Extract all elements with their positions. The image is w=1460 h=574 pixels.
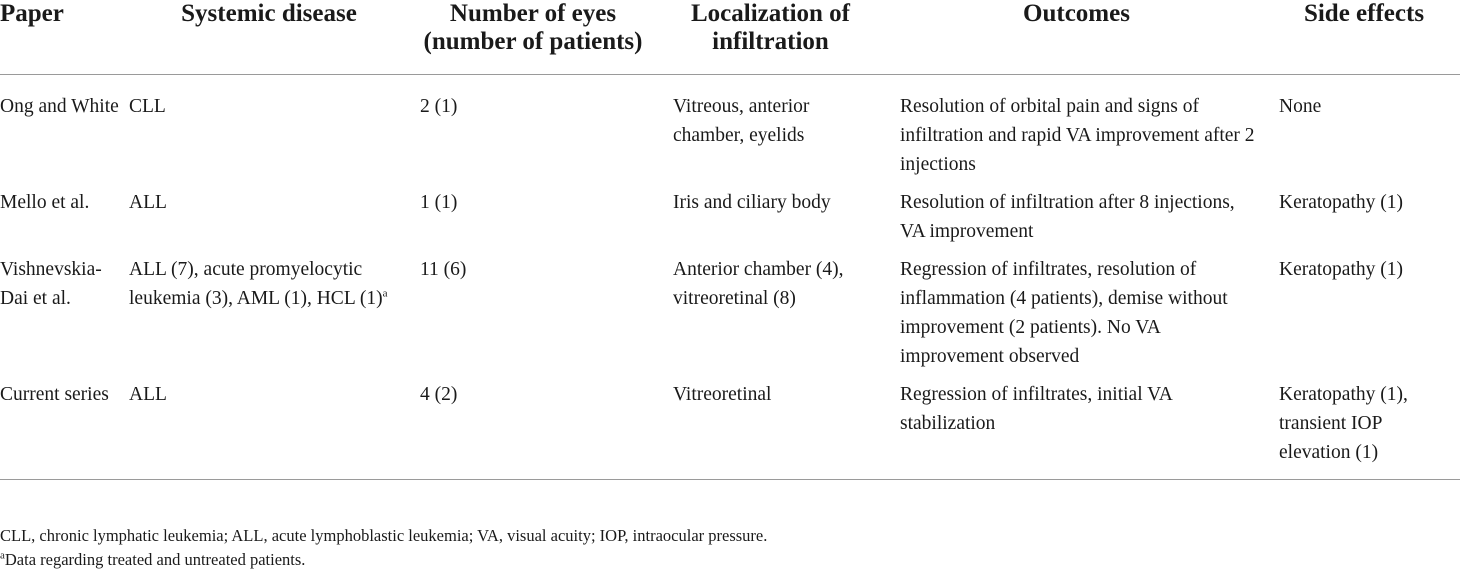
cell-paper: Vishnevskia-Dai et al. <box>0 259 102 309</box>
cell-systemic-disease: ALL <box>128 185 410 252</box>
footnote-marker: a <box>0 549 5 562</box>
header-side-effects: Side effects <box>1268 0 1460 75</box>
table-footnotes: CLL, chronic lymphatic leukemia; ALL, ac… <box>0 524 1460 572</box>
header-systemic-disease: Systemic disease <box>128 0 410 75</box>
cell-side-effects: Keratopathy (1), transient IOP elevation… <box>1268 377 1460 480</box>
cell-paper: Mello et al. <box>0 192 90 213</box>
cell-side-effects: None <box>1279 96 1322 117</box>
cell-number-of-eyes: 4 (2) <box>410 377 656 480</box>
cell-number-of-eyes: 2 (1) <box>420 96 458 117</box>
table-row: Mello et al. ALL 1 (1) Iris and ciliary … <box>0 185 1460 252</box>
cell-number-of-eyes: 1 (1) <box>420 192 458 213</box>
cell-systemic-disease: ALL (7), acute promyelocytic leukemia (3… <box>128 252 410 377</box>
cell-paper: Ong and White <box>0 96 119 117</box>
header-number-of-eyes: Number of eyes (number of patients) <box>410 0 656 75</box>
cell-outcomes: Regression of infiltrates, resolution of… <box>900 259 1228 367</box>
header-localization: Localization of infiltration <box>656 0 885 75</box>
cell-side-effects: Keratopathy (1) <box>1279 192 1403 213</box>
cell-localization: Iris and ciliary body <box>673 192 831 213</box>
cell-footnote-marker: a <box>382 287 388 300</box>
cell-outcomes: Resolution of infiltration after 8 injec… <box>900 192 1235 242</box>
table-body: Ong and White CLL 2 (1) Vitreous, anteri… <box>0 75 1460 480</box>
comparison-table: Paper Systemic disease Number of eyes (n… <box>0 0 1460 480</box>
cell-outcomes: Regression of infiltrates, initial VA st… <box>885 377 1268 480</box>
cell-systemic-disease-text: ALL <box>129 192 167 213</box>
abbreviations-footnote: CLL, chronic lymphatic leukemia; ALL, ac… <box>0 526 768 545</box>
cell-localization: Anterior chamber (4), vitreoretinal (8) <box>673 259 844 309</box>
cell-number-of-eyes: 11 (6) <box>420 259 467 280</box>
cell-outcomes: Resolution of orbital pain and signs of … <box>900 96 1255 175</box>
cell-localization: Vitreous, anterior chamber, eyelids <box>673 96 810 146</box>
table-row: Vishnevskia-Dai et al. ALL (7), acute pr… <box>0 252 1460 377</box>
table-row: Current series ALL 4 (2) Vitreoretinal R… <box>0 377 1460 480</box>
footnote-text: Data regarding treated and untreated pat… <box>4 550 306 569</box>
cell-systemic-disease-text: CLL <box>129 96 166 117</box>
comparison-table-container: Paper Systemic disease Number of eyes (n… <box>0 0 1460 480</box>
table-row: Ong and White CLL 2 (1) Vitreous, anteri… <box>0 75 1460 186</box>
cell-systemic-disease: ALL <box>128 377 410 480</box>
data-footnote: aData regarding treated and untreated pa… <box>0 548 1460 572</box>
cell-systemic-disease-text: ALL <box>129 384 167 405</box>
cell-localization: Vitreoretinal <box>656 377 885 480</box>
header-row: Paper Systemic disease Number of eyes (n… <box>0 0 1460 75</box>
header-paper: Paper <box>0 0 128 75</box>
cell-paper: Current series <box>0 377 128 480</box>
cell-side-effects: Keratopathy (1) <box>1279 259 1403 280</box>
table-header: Paper Systemic disease Number of eyes (n… <box>0 0 1460 75</box>
cell-systemic-disease: CLL <box>128 75 410 186</box>
cell-systemic-disease-text: ALL (7), acute promyelocytic leukemia (3… <box>129 259 383 309</box>
header-outcomes: Outcomes <box>885 0 1268 75</box>
